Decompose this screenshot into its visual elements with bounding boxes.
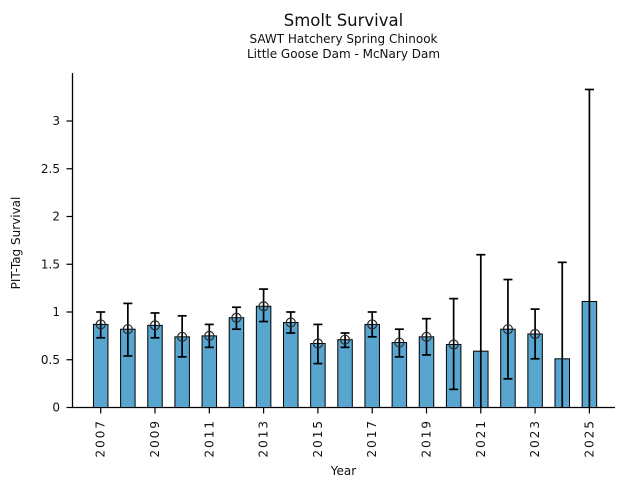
- x-tick-label: 2009: [148, 419, 162, 458]
- y-tick-label: 2.5: [41, 162, 60, 176]
- mean-marker-2012: [231, 312, 242, 323]
- y-tick-label: 1.5: [41, 257, 60, 271]
- mean-marker-2014: [285, 317, 296, 328]
- mean-marker-2018: [394, 337, 405, 348]
- chart-title: Smolt Survival: [283, 11, 404, 30]
- bar-2014: [283, 322, 299, 409]
- x-axis-label: Year: [330, 464, 357, 478]
- mean-marker-2007: [95, 319, 106, 330]
- mean-marker-2017: [367, 319, 378, 330]
- y-tick-label: 3: [52, 114, 60, 128]
- y-tick-label: 2: [52, 210, 60, 224]
- mean-marker-2010: [177, 331, 188, 342]
- mean-marker-2020: [448, 339, 459, 350]
- mean-marker-2011: [204, 330, 215, 341]
- y-tick-label: 0.5: [41, 353, 60, 367]
- mean-marker-2015: [312, 338, 323, 349]
- bar-2012: [228, 317, 245, 409]
- chart-subtitle-line1: SAWT Hatchery Spring Chinook: [249, 32, 438, 46]
- mean-marker-2008: [122, 324, 133, 335]
- x-tick-label: 2019: [420, 419, 434, 458]
- x-tick-label: 2021: [474, 419, 488, 458]
- y-tick-label: 1: [52, 305, 60, 319]
- y-tick-label: 0: [52, 401, 60, 415]
- bar-2016: [337, 339, 353, 409]
- mean-marker-2019: [421, 331, 432, 342]
- chart-subtitle-line2: Little Goose Dam - McNary Dam: [246, 47, 441, 61]
- x-tick-label: 2013: [257, 419, 271, 458]
- mean-marker-2022: [502, 324, 514, 335]
- mean-marker-2009: [149, 320, 161, 331]
- x-tick-label: 2007: [94, 419, 108, 458]
- x-tick-label: 2011: [202, 419, 216, 458]
- x-tick-label: 2015: [311, 419, 325, 458]
- mean-marker-2013: [258, 301, 269, 312]
- mean-marker-2023: [529, 328, 541, 340]
- x-tick-label: 2023: [528, 419, 542, 458]
- mean-marker-2016: [339, 334, 351, 345]
- x-tick-label: 2017: [365, 419, 379, 458]
- x-tick-label: 2025: [582, 419, 596, 458]
